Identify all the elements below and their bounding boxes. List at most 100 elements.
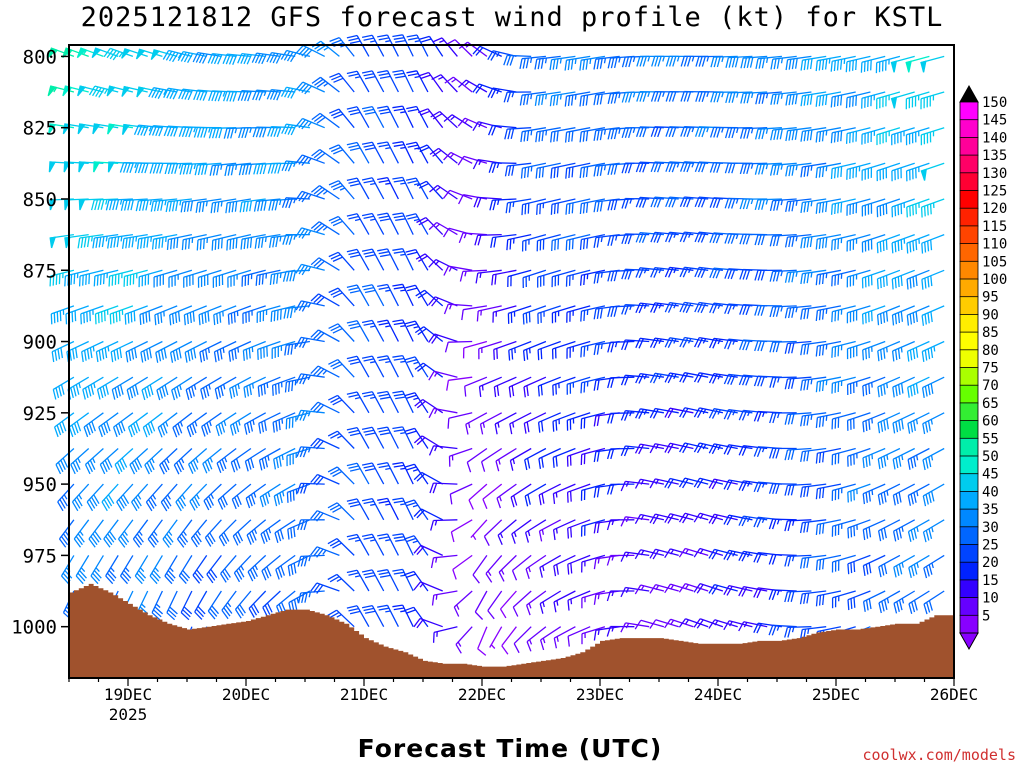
barb-full — [140, 352, 144, 363]
barb-full — [407, 180, 418, 184]
barb-half — [448, 304, 453, 310]
barb-half — [673, 338, 677, 344]
barb-shaft — [492, 269, 517, 276]
barb-full — [221, 458, 227, 470]
wind-barb — [429, 482, 458, 494]
barb-shaft — [371, 284, 385, 307]
barb-shaft — [876, 198, 901, 208]
barb-full — [204, 461, 210, 472]
barb-full — [222, 570, 229, 581]
barb-full — [593, 130, 597, 141]
barb-half — [655, 479, 659, 485]
barb-half — [181, 494, 186, 500]
barb-full — [194, 611, 203, 620]
barb-shaft — [448, 412, 473, 419]
barb-shaft — [259, 447, 281, 461]
barb-full — [895, 493, 899, 505]
barb-shaft — [154, 305, 178, 316]
barb-shaft — [743, 480, 768, 485]
barb-shaft — [386, 141, 399, 164]
barb-half — [195, 457, 199, 463]
barb-full — [88, 273, 91, 285]
barb-shaft — [139, 269, 163, 278]
wind-barb — [446, 376, 473, 391]
barb-half — [825, 379, 828, 386]
barb-full — [809, 94, 813, 105]
barb-full — [493, 236, 497, 248]
barb-half — [490, 644, 496, 649]
barb-half — [153, 531, 158, 536]
barb-full — [107, 494, 115, 505]
wind-barb — [90, 198, 119, 211]
barb-full — [286, 271, 290, 282]
wind-barb — [105, 198, 133, 211]
wind-barb — [361, 569, 385, 592]
barb-full — [392, 533, 403, 537]
barb-full — [700, 197, 707, 208]
barb-full — [653, 338, 659, 349]
barb-full — [364, 254, 376, 258]
barb-shaft — [772, 518, 797, 521]
barb-full — [895, 565, 900, 576]
barb-shaft — [58, 519, 75, 540]
barb-full — [130, 199, 134, 211]
barb-full — [700, 267, 706, 278]
barb-full — [738, 374, 744, 386]
barb-full — [304, 85, 313, 95]
barb-full — [806, 94, 810, 106]
barb-full — [682, 337, 689, 348]
barb-full — [406, 70, 417, 74]
wind-barb — [458, 194, 488, 205]
barb-half — [511, 92, 515, 98]
barb-half — [791, 555, 795, 562]
barb-full — [785, 130, 789, 142]
barb-half — [795, 164, 798, 171]
barb-full — [272, 236, 276, 248]
barb-shaft — [302, 117, 325, 129]
wind-barb — [709, 302, 738, 314]
barb-half — [776, 519, 780, 525]
barb-full — [803, 593, 807, 604]
barb-full — [416, 400, 426, 409]
barb-full — [472, 159, 479, 170]
barb-full — [893, 567, 897, 578]
barb-shaft — [832, 91, 856, 98]
barb-full — [504, 165, 508, 177]
barb-full — [731, 127, 736, 139]
barb-full — [245, 201, 249, 212]
wind-barb — [509, 447, 532, 471]
barb-shaft — [507, 233, 532, 241]
wind-barb — [145, 483, 163, 512]
wind-barb — [154, 305, 178, 326]
barb-full — [257, 349, 259, 360]
barb-shaft — [552, 269, 576, 278]
barb-full — [147, 538, 156, 548]
barb-shaft — [654, 443, 679, 450]
barb-full — [579, 167, 582, 179]
barb-full — [815, 453, 819, 464]
barb-full — [260, 533, 266, 544]
wind-barb — [57, 483, 75, 512]
barb-full — [166, 126, 172, 137]
barb-shaft — [448, 265, 473, 271]
wind-barb — [861, 162, 886, 181]
barb-full — [620, 375, 626, 386]
wind-barb — [447, 412, 473, 429]
barb-full — [745, 234, 751, 245]
barb-full — [772, 377, 777, 388]
barb-half — [600, 343, 603, 350]
barb-half — [795, 307, 798, 313]
wind-barb — [414, 398, 444, 414]
barb-shaft — [194, 590, 208, 613]
barb-full — [361, 212, 373, 217]
wind-barb — [580, 483, 606, 501]
barb-full — [260, 385, 263, 396]
barb-shaft — [492, 162, 517, 164]
barb-full — [892, 459, 896, 470]
wind-barb — [149, 555, 163, 585]
barb-shaft — [338, 72, 355, 93]
barb-shaft — [489, 626, 503, 648]
barb-full — [418, 219, 429, 226]
wind-barb — [450, 519, 473, 543]
wind-barb — [678, 547, 709, 558]
